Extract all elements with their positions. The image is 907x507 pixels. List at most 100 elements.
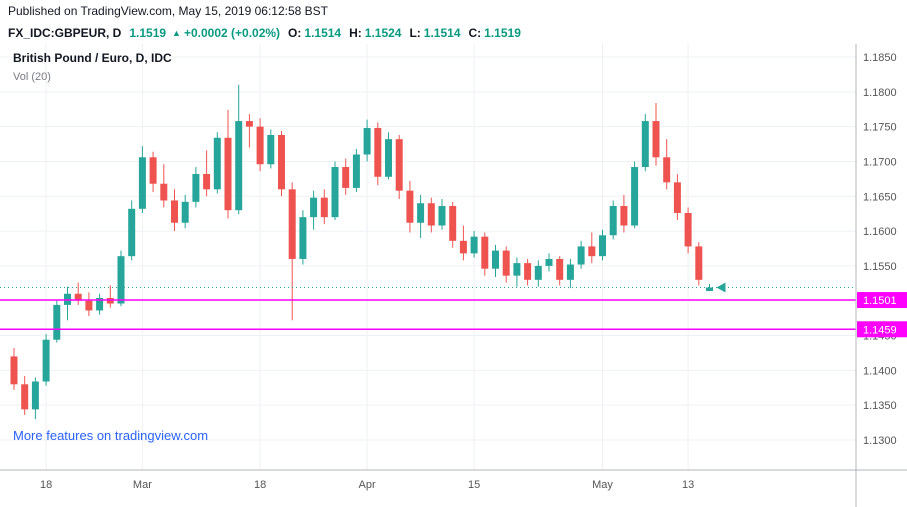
candle-body [160,183,168,201]
price-tick-label: 1.1800 [863,87,897,99]
candle-body [342,167,350,188]
candle-body [128,208,136,257]
candle-body [310,197,318,218]
candle-body [502,250,510,276]
candle-body [363,128,371,155]
time-axis[interactable]: 18 Mar 18 Apr 15 May 13 [40,479,694,491]
chart-area[interactable]: 1.1850 1.1800 1.1750 1.1700 1.1650 1.1600 1.15… [0,44,907,507]
candle-body [267,134,275,165]
quote-bar: FX_IDC:GBPEUR, D 1.1519 ▲ +0.0002 (+0.02… [0,22,907,44]
candle-body [566,264,574,280]
candle-body [278,134,285,190]
candles [10,84,713,420]
candle-body [556,258,564,280]
candle-body [96,297,104,311]
tradingview-link[interactable]: More features on tradingview.com [13,428,209,443]
candle-body [673,182,681,213]
candlestick-chart[interactable]: 1.1850 1.1800 1.1750 1.1700 1.1650 1.1600 1.15… [0,44,907,507]
candle-body [449,206,457,241]
candle-body [492,250,499,269]
symbol-label: FX_IDC:GBPEUR, D [8,26,122,40]
time-tick-label: May [592,479,613,491]
up-arrow-icon: ▲ [172,28,181,38]
support-lines [0,299,856,331]
candle-body [53,304,61,340]
last-price: 1.1519 [129,26,167,40]
candle-body [171,200,178,223]
candle-body [459,240,467,254]
high-value: 1.1524 [364,26,402,40]
candle-body [352,154,360,188]
ohlc-low: L: 1.1514 [409,26,460,40]
candle-body [288,189,296,259]
candle-body [588,246,596,257]
price-tick-label: 1.1350 [863,400,897,412]
price-line-badge [857,321,907,338]
price-tick-label: 1.1850 [863,52,897,64]
candle-body [385,139,392,177]
candle-body [10,356,18,385]
price-tick-label: 1.1650 [863,191,897,203]
price-tick-label: 1.1550 [863,261,897,273]
candle-body [213,137,221,190]
candle-body [138,157,146,209]
candle-body [181,201,189,223]
candle-body [631,167,639,226]
candle-body [245,121,253,127]
price-tick-label: 1.1300 [863,435,897,447]
price-axis[interactable]: 1.1850 1.1800 1.1750 1.1700 1.1650 1.1600 1.15… [857,52,907,447]
candle-body [438,206,446,226]
candle-body [417,203,425,223]
candle-body [513,263,521,276]
candle-body [481,236,489,269]
candle-body [641,121,649,168]
price-line-badge-label: 1.1459 [863,324,897,336]
time-tick-label: 15 [468,479,480,491]
candle-body [695,246,703,280]
candle-body [470,236,478,254]
price-tick-label: 1.1600 [863,226,897,238]
ohlc-close: C: 1.1519 [469,26,521,40]
candle-body [524,263,532,280]
candle-body [706,287,713,291]
open-value: 1.1514 [304,26,342,40]
time-tick-label: Mar [133,479,152,491]
grid-lines [0,44,856,470]
candle-body [599,235,606,257]
candle-body [684,212,692,247]
candle-body [577,246,585,265]
ohlc-high: H: 1.1524 [349,26,401,40]
candle-body [545,258,553,266]
high-label: H: [349,26,362,40]
open-label: O: [288,26,302,40]
candle-body [224,137,232,211]
candle-body [406,190,414,223]
price-tick-label: 1.1400 [863,365,897,377]
time-tick-label: Apr [359,479,376,491]
candle-body [117,256,125,304]
candle-body [609,206,617,236]
candle-body [320,197,328,218]
price-line-badge [857,292,907,309]
candle-body [299,217,307,259]
published-bar: Published on TradingView.com, May 15, 20… [0,0,907,22]
candle-body [31,381,39,410]
price-line-badge-label: 1.1501 [863,295,897,307]
price-tick-label: 1.1750 [863,122,897,134]
candle-body [256,126,264,165]
candle-body [235,121,243,211]
candle-body [331,167,339,218]
candle-body [395,139,403,191]
candle-body [620,206,628,226]
close-value: 1.1519 [484,26,521,40]
low-value: 1.1514 [423,26,461,40]
candle-body [42,339,50,382]
candle-body [149,157,157,184]
time-tick-label: 18 [254,479,266,491]
low-label: L: [409,26,421,40]
candle-body [374,128,382,177]
ohlc-open: O: 1.1514 [288,26,341,40]
candle-body [203,173,211,190]
candle-body [74,293,82,301]
price-change: +0.0002 (+0.02%) [183,26,281,40]
